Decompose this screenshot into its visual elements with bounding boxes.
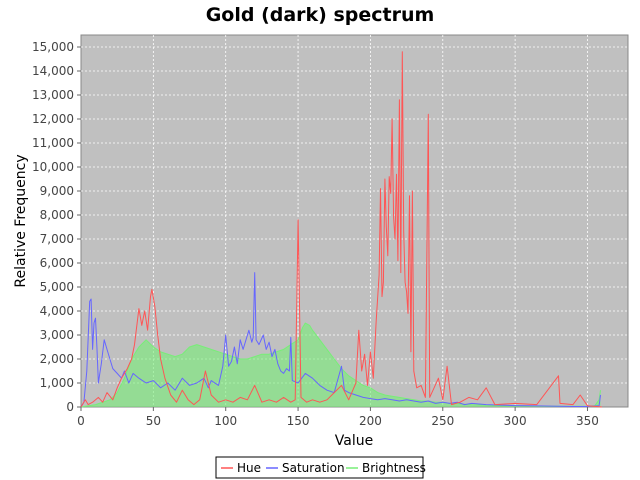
y-tick-label: 2,000 bbox=[40, 352, 74, 366]
y-tick-label: 10,000 bbox=[32, 160, 74, 174]
series-brightness-line bbox=[80, 322, 601, 408]
x-axis-label: Value bbox=[335, 433, 373, 449]
plot-area bbox=[80, 34, 629, 408]
y-tick-label: 6,000 bbox=[40, 256, 74, 270]
y-tick-label: 14,000 bbox=[32, 64, 74, 78]
y-tick-label: 1,000 bbox=[40, 376, 74, 390]
x-tick-label: 100 bbox=[214, 414, 237, 428]
y-tick-label: 7,000 bbox=[40, 232, 74, 246]
x-tick-label: 300 bbox=[504, 414, 527, 428]
x-tick-label: 0 bbox=[77, 414, 85, 428]
legend-box bbox=[215, 456, 424, 479]
x-tick-label: 200 bbox=[359, 414, 382, 428]
legend-label-brightness: Brightness bbox=[362, 461, 426, 475]
x-tick-label: 50 bbox=[146, 414, 161, 428]
y-tick-label: 15,000 bbox=[32, 40, 74, 54]
chart-title: Gold (dark) spectrum bbox=[206, 4, 435, 26]
x-tick-label: 150 bbox=[287, 414, 310, 428]
y-tick-label: 4,000 bbox=[40, 304, 74, 318]
series-hue-line bbox=[80, 51, 603, 408]
y-axis-label: Relative Frequency bbox=[13, 154, 29, 287]
y-tick-label: 9,000 bbox=[40, 184, 74, 198]
y-tick-label: 12,000 bbox=[32, 112, 74, 126]
legend: Hue Saturation Brightness bbox=[215, 456, 426, 479]
axes: 0 1,000 2,000 3,000 4,000 5,000 6,000 7,000 8,00… bbox=[32, 40, 599, 428]
y-tick-label: 3,000 bbox=[40, 328, 74, 342]
series-layer bbox=[80, 51, 603, 408]
y-tick-label: 13,000 bbox=[32, 88, 74, 102]
y-tick-label: 0 bbox=[66, 400, 74, 414]
series-saturation-line bbox=[80, 272, 601, 408]
y-tick-label: 8,000 bbox=[40, 208, 74, 222]
legend-label-hue: Hue bbox=[237, 461, 261, 475]
y-tick-label: 11,000 bbox=[32, 136, 74, 150]
x-tick-label: 350 bbox=[576, 414, 599, 428]
y-tick-label: 5,000 bbox=[40, 280, 74, 294]
series-brightness-area bbox=[81, 323, 601, 407]
x-tick-label: 250 bbox=[431, 414, 454, 428]
grid-lines bbox=[81, 35, 628, 407]
legend-label-saturation: Saturation bbox=[282, 461, 345, 475]
